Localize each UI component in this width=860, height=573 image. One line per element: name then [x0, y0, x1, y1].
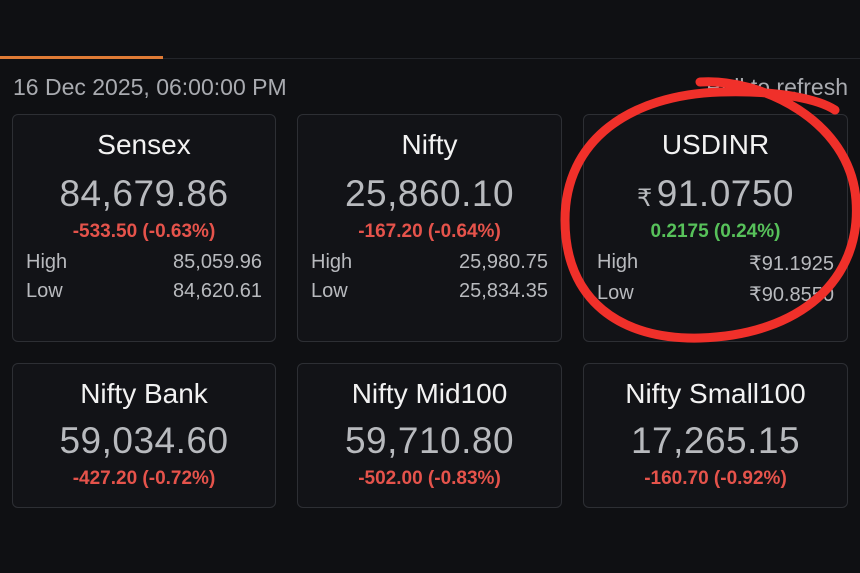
high-row: High 25,980.75 — [298, 251, 561, 274]
high-value: 85,059.96 — [173, 251, 262, 273]
index-change: -502.00 (-0.83%) — [358, 468, 501, 489]
index-change: -533.50 (-0.63%) — [72, 221, 216, 242]
index-card-nifty-bank[interactable]: Nifty Bank 59,034.60 -427.20 (-0.72%) — [12, 363, 276, 508]
index-change: -427.20 (-0.72%) — [72, 468, 216, 489]
tab-bar-divider — [0, 58, 860, 59]
index-card-nifty-mid100[interactable]: Nifty Mid100 59,710.80 -502.00 (-0.83%) — [297, 363, 562, 508]
low-value: ₹90.8550 — [748, 284, 834, 306]
index-name: Nifty — [401, 129, 458, 160]
index-card-sensex[interactable]: Sensex 84,679.86 -533.50 (-0.63%) High 85… — [12, 114, 276, 342]
last-updated-timestamp: 16 Dec 2025, 06:00:00 PM — [13, 74, 287, 100]
index-change: 0.2175 (0.24%) — [650, 221, 781, 242]
index-card-nifty[interactable]: Nifty 25,860.10 -167.20 (-0.64%) High 25,… — [297, 114, 562, 342]
index-name: Nifty Mid100 — [351, 378, 508, 409]
index-card-nifty-small100[interactable]: Nifty Small100 17,265.15 -160.70 (-0.92%… — [583, 363, 848, 508]
low-label: Low — [597, 282, 634, 304]
low-value: 84,620.61 — [173, 280, 262, 302]
high-value: ₹91.1925 — [748, 253, 834, 275]
high-value: 25,980.75 — [459, 251, 548, 273]
index-card-usdinr[interactable]: USDINR ₹91.0750 0.2175 (0.24%) High ₹91.1… — [583, 114, 848, 342]
price-value: 91.0750 — [656, 173, 795, 214]
high-label: High — [311, 251, 353, 273]
low-row: Low 25,834.35 — [298, 280, 561, 303]
index-name: USDINR — [661, 129, 770, 160]
high-label: High — [597, 251, 639, 273]
low-row: Low ₹90.8550 — [584, 282, 847, 307]
active-tab-indicator[interactable] — [0, 56, 163, 59]
index-price: 84,679.86 — [59, 173, 229, 214]
index-name: Sensex — [97, 129, 191, 160]
index-price: 25,860.10 — [344, 173, 515, 214]
rupee-icon: ₹ — [636, 185, 653, 212]
low-label: Low — [26, 280, 63, 302]
index-price: 59,034.60 — [59, 420, 229, 461]
low-label: Low — [311, 280, 348, 302]
pull-to-refresh-hint: Pull to refresh — [706, 74, 848, 100]
high-row: High 85,059.96 — [13, 251, 275, 274]
index-change: -160.70 (-0.92%) — [644, 468, 787, 489]
index-name: Nifty Small100 — [625, 378, 806, 409]
index-price: 17,265.15 — [630, 420, 801, 461]
high-row: High ₹91.1925 — [584, 251, 847, 276]
index-change: -167.20 (-0.64%) — [358, 221, 501, 242]
index-price: ₹91.0750 — [584, 173, 847, 215]
high-label: High — [26, 251, 68, 273]
index-price: 59,710.80 — [344, 420, 515, 461]
index-name: Nifty Bank — [80, 378, 208, 409]
low-row: Low 84,620.61 — [13, 280, 275, 303]
low-value: 25,834.35 — [459, 280, 548, 302]
